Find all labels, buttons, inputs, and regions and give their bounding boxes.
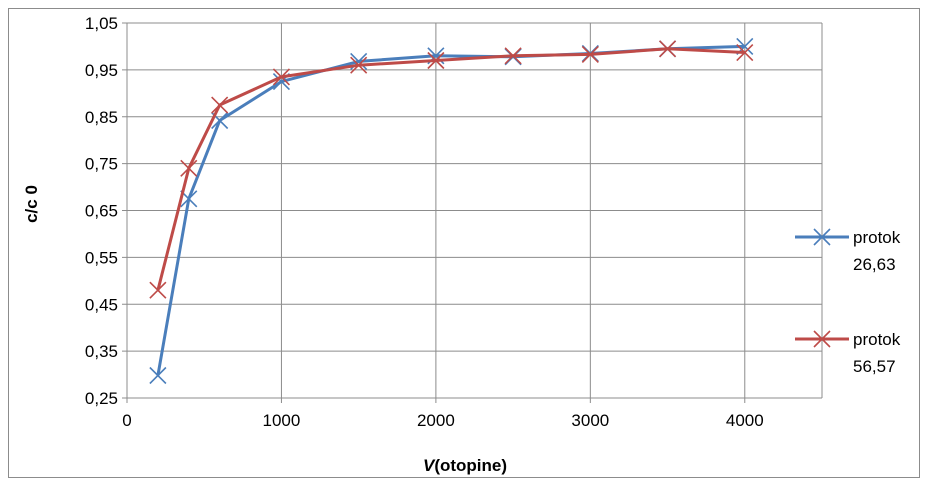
chart-frame: 0,25 0,35 0,45 0,55 0,65 0,75 0,85 0,95 1,05 0 100…: [8, 8, 920, 478]
data-point: [736, 43, 754, 62]
x-tick-label: 0: [122, 411, 131, 430]
legend: protok 26,63 protok 56,57: [795, 228, 901, 376]
marker-stroke: [180, 190, 198, 208]
x-axis-title: V(otopine): [423, 456, 507, 475]
marker-stroke: [736, 43, 754, 62]
marker-stroke: [504, 47, 522, 65]
data-point: [211, 96, 229, 114]
x-axis-title-rest: (otopine): [434, 456, 507, 475]
line-chart: 0,25 0,35 0,45 0,55 0,65 0,75 0,85 0,95 1,05 0 100…: [22, 14, 901, 475]
marker-stroke: [149, 366, 167, 385]
y-tick-label: 0,75: [85, 155, 118, 174]
data-point: [504, 47, 522, 65]
marker-stroke: [581, 45, 599, 63]
y-tick-label: 0,45: [85, 295, 118, 314]
x-axis-title-variable: V: [423, 456, 436, 475]
marker-stroke: [272, 68, 291, 86]
legend-marker: [813, 228, 831, 246]
legend-label: protok: [853, 330, 901, 349]
marker-stroke: [658, 40, 677, 58]
data-point: [149, 281, 167, 299]
marker-stroke: [180, 159, 198, 177]
gridlines: [127, 22, 823, 398]
data-point: [427, 51, 445, 70]
legend-label: protok: [853, 228, 901, 247]
x-tick-label: 2000: [417, 411, 455, 430]
data-point: [658, 40, 677, 58]
x-tick-label: 1000: [263, 411, 301, 430]
x-tick-label: 4000: [726, 411, 764, 430]
data-point: [350, 56, 368, 74]
axes: [122, 22, 822, 403]
marker-stroke: [813, 330, 831, 348]
legend-label: 26,63: [853, 255, 896, 274]
y-tick-label: 0,85: [85, 108, 118, 127]
marker-stroke: [211, 111, 229, 130]
data-point: [581, 45, 599, 63]
marker-stroke: [813, 228, 831, 246]
legend-entry: protok 26,63: [795, 228, 901, 274]
data-point: [149, 366, 167, 385]
y-tick-label: 0,55: [85, 248, 118, 267]
legend-label: 56,57: [853, 357, 896, 376]
x-tick-label: 3000: [571, 411, 609, 430]
data-point: [272, 68, 291, 86]
y-tick-label: 0,65: [85, 202, 118, 221]
legend-marker: [813, 330, 831, 348]
y-tick-label: 0,35: [85, 342, 118, 361]
marker-stroke: [427, 51, 445, 70]
legend-entry: protok 56,57: [795, 330, 901, 376]
y-axis-title: c/c 0: [22, 185, 41, 223]
marker-stroke: [350, 56, 368, 74]
marker-stroke: [211, 96, 229, 114]
marker-stroke: [149, 281, 167, 299]
tick-labels: 0,25 0,35 0,45 0,55 0,65 0,75 0,85 0,95 1,05 0 100…: [85, 14, 764, 430]
series-1: [149, 40, 754, 299]
series-layer: [149, 37, 754, 385]
data-point: [180, 159, 198, 177]
y-tick-label: 0,25: [85, 389, 118, 408]
y-tick-label: 0,95: [85, 61, 118, 80]
y-tick-label: 1,05: [85, 14, 118, 33]
series-line: [156, 47, 745, 291]
